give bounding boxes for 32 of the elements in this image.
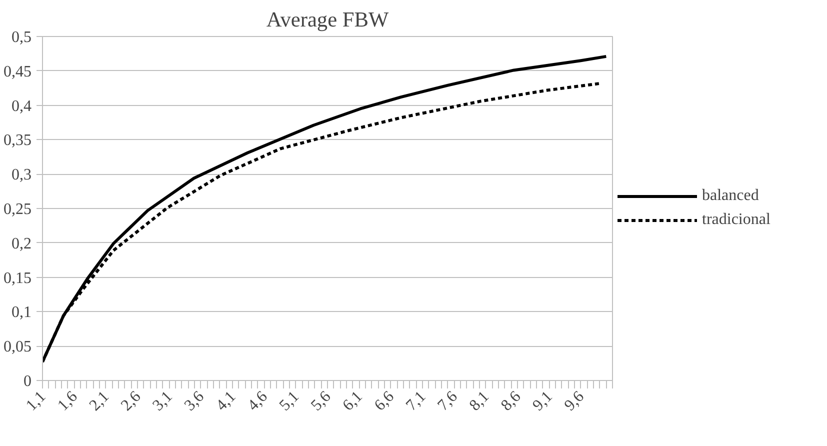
x-tick-label: 7,1: [403, 388, 430, 414]
x-tick-label: 1,6: [54, 388, 81, 414]
legend-label: tradicional: [702, 211, 770, 229]
x-tick-label: 5,1: [276, 388, 303, 414]
x-tick-label: 3,1: [150, 388, 176, 414]
x-tick-label: 2,6: [118, 388, 144, 414]
x-tick-label: 2,1: [86, 388, 113, 414]
y-tick-label: 0,15: [4, 270, 32, 287]
x-tick-label: 7,6: [434, 388, 461, 414]
x-tick-label: 4,1: [213, 388, 240, 414]
y-tick-label: 0,3: [12, 166, 32, 184]
y-tick-label: 0,1: [12, 304, 32, 322]
y-tick-label: 0,05: [4, 338, 32, 356]
legend-label: balanced: [702, 187, 759, 205]
y-tick-label: 0,45: [4, 63, 32, 80]
x-tick-label: 5,6: [308, 388, 334, 414]
y-tick-label: 0: [24, 373, 32, 390]
x-tick-label: 9,1: [530, 388, 556, 414]
x-tick-label: 6,6: [371, 388, 398, 414]
x-tick-label: 8,1: [466, 388, 493, 414]
x-tick-label: 9,6: [561, 388, 588, 414]
x-tick-label: 3,6: [181, 388, 208, 414]
x-tick-label: 8,6: [498, 388, 524, 414]
y-tick-label: 0,5: [12, 29, 32, 46]
y-tick-label: 0,4: [12, 98, 32, 115]
y-tick-label: 0,25: [4, 201, 32, 218]
x-tick-label: 1,1: [23, 388, 50, 414]
y-tick-label: 0,35: [4, 132, 32, 150]
x-tick-label: 6,1: [340, 388, 366, 414]
y-tick-label: 0,2: [12, 235, 32, 252]
x-tick-label: 4,6: [244, 388, 271, 414]
chart-title: Average FBW: [266, 8, 390, 32]
